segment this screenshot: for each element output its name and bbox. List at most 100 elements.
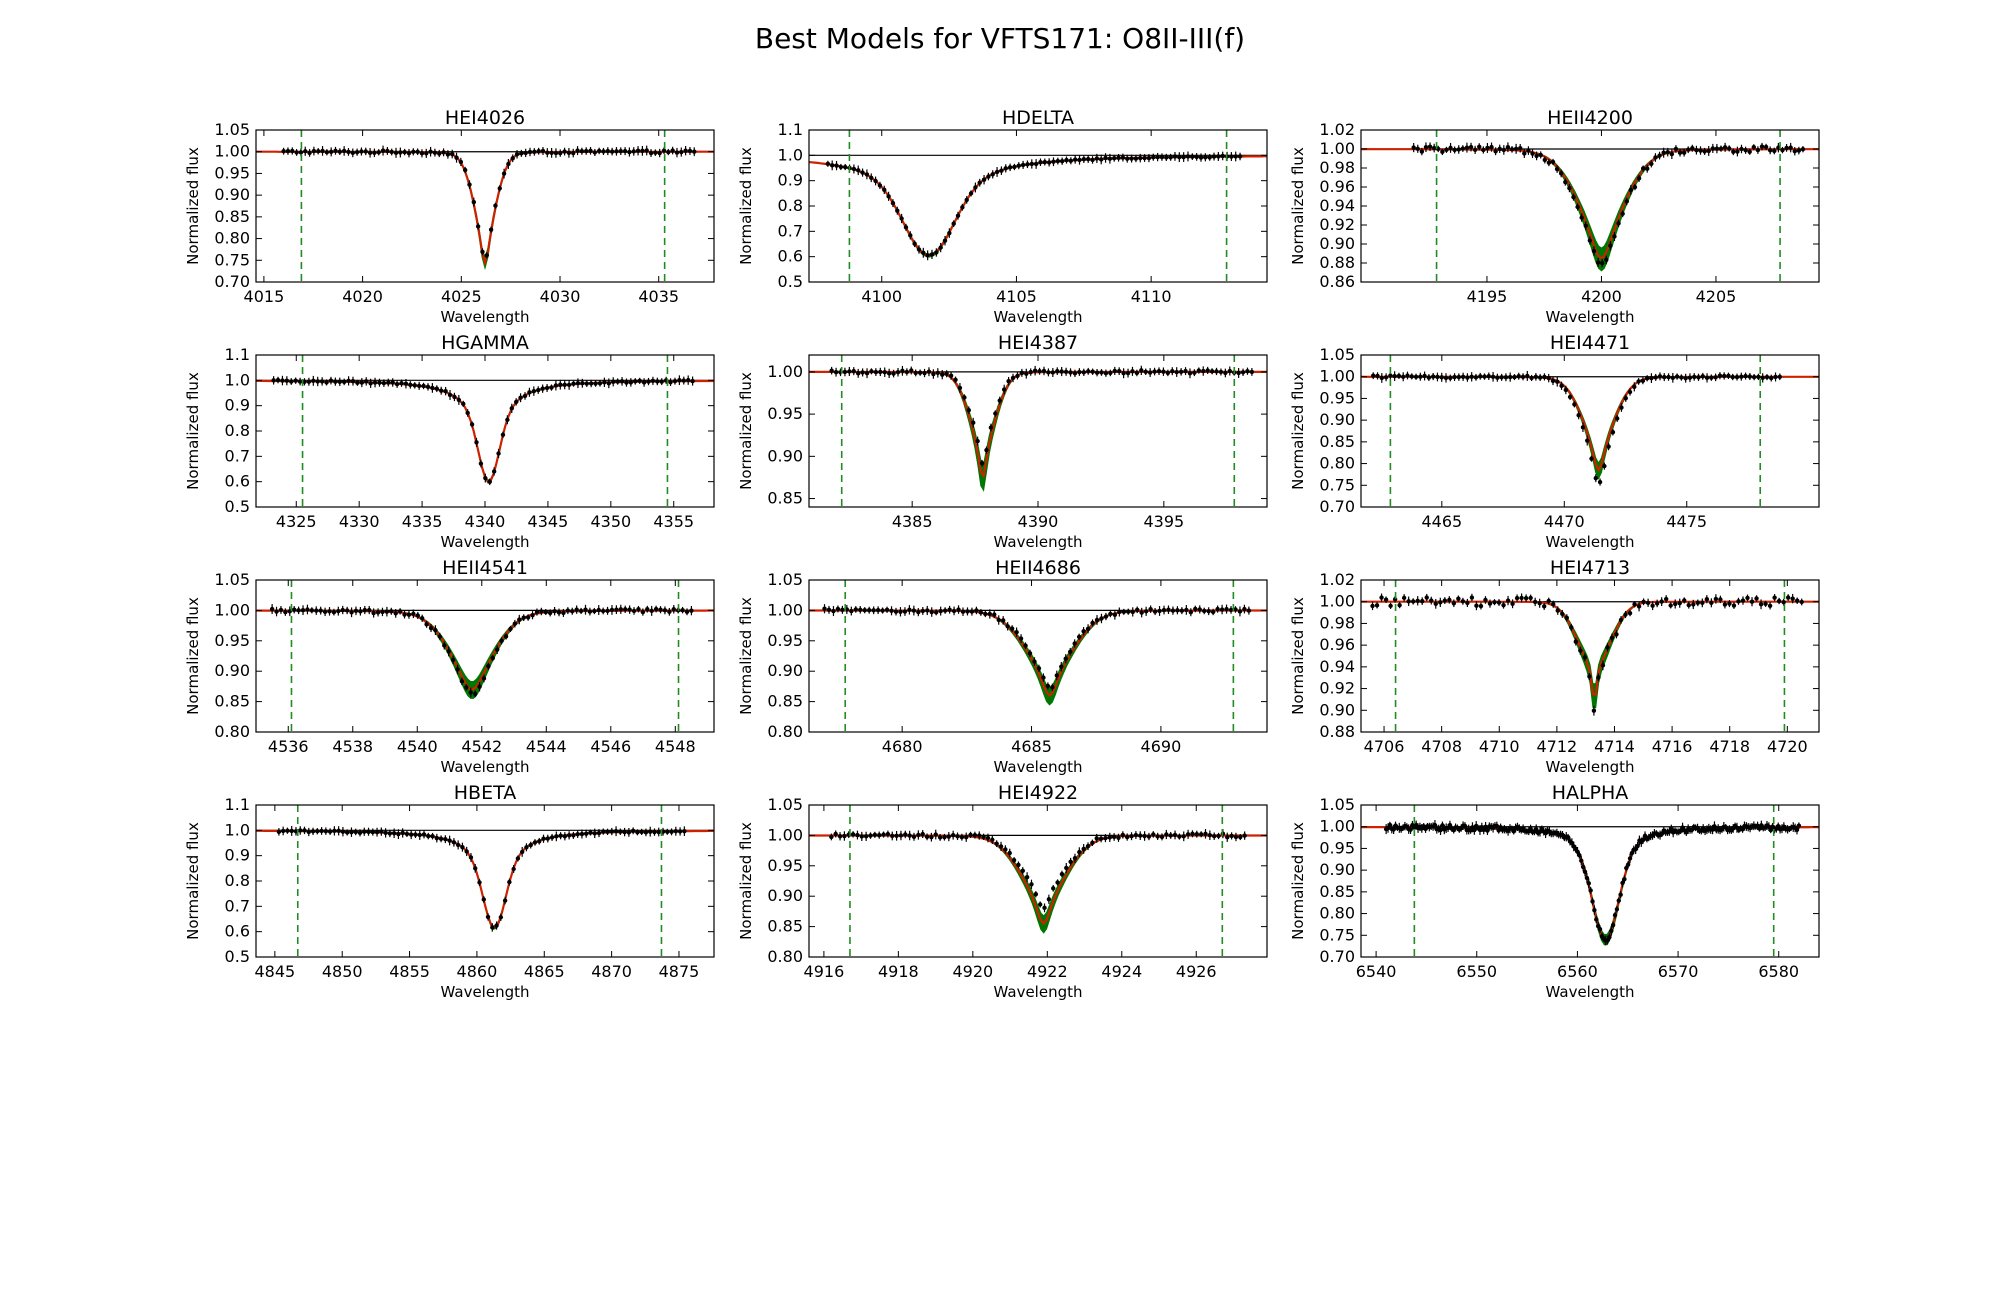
- data-point: [1623, 396, 1628, 401]
- x-tick-label: 4714: [1594, 737, 1635, 756]
- plot-area: [809, 355, 1267, 507]
- data-point: [1130, 369, 1135, 374]
- data-point: [925, 253, 930, 258]
- data-point: [1383, 375, 1389, 380]
- data-point: [1197, 607, 1202, 612]
- data-point: [885, 831, 891, 837]
- data-point: [1112, 612, 1118, 617]
- data-point: [574, 607, 579, 612]
- data-point: [1523, 596, 1529, 601]
- data-point: [359, 380, 365, 385]
- axes-frame: [808, 354, 1268, 508]
- data-point: [1784, 145, 1789, 151]
- data-point: [1085, 844, 1091, 849]
- data-point: [380, 148, 386, 153]
- data-point: [1482, 374, 1487, 379]
- data-point: [1764, 374, 1770, 380]
- data-point: [408, 382, 413, 388]
- data-point: [275, 377, 281, 383]
- data-point: [353, 608, 359, 614]
- data-point: [992, 612, 997, 617]
- x-tick-label: 4330: [339, 512, 380, 531]
- data-point: [1019, 370, 1025, 376]
- data-point: [1094, 370, 1100, 375]
- data-point: [1098, 836, 1104, 841]
- data-point: [481, 897, 486, 902]
- data-point: [1220, 153, 1225, 159]
- y-tick-label: 1.05: [214, 120, 250, 139]
- x-axis-label: Wavelength: [441, 533, 530, 551]
- data-point: [1249, 369, 1255, 375]
- data-point: [1246, 608, 1252, 613]
- data-point: [913, 370, 918, 376]
- x-tick-label: 4355: [653, 512, 694, 531]
- data-point: [426, 833, 431, 839]
- data-point: [931, 371, 936, 377]
- subplot-title: HEII4686: [995, 557, 1081, 579]
- data-point: [1012, 164, 1017, 170]
- data-point: [1085, 626, 1091, 631]
- data-point: [283, 609, 288, 615]
- data-point: [340, 829, 346, 834]
- data-point: [1662, 374, 1667, 380]
- data-point: [860, 370, 865, 375]
- data-point: [1448, 145, 1453, 151]
- data-point: [386, 380, 391, 385]
- data-point: [842, 833, 847, 839]
- data-point: [1198, 832, 1204, 837]
- data-point: [1460, 374, 1466, 379]
- data-point: [1640, 378, 1646, 384]
- data-point: [1756, 374, 1761, 380]
- data-point: [1427, 144, 1433, 149]
- data-point: [539, 609, 544, 614]
- data-point: [1781, 600, 1786, 605]
- data-point: [1103, 835, 1108, 841]
- data-point: [1155, 834, 1160, 839]
- data-point: [521, 615, 526, 620]
- data-point: [1534, 153, 1539, 159]
- data-point: [284, 378, 290, 383]
- data-point: [350, 150, 355, 156]
- data-point: [507, 879, 512, 885]
- data-point: [855, 832, 860, 838]
- data-point: [442, 643, 447, 648]
- data-point: [362, 829, 367, 834]
- data-point: [1473, 375, 1479, 380]
- data-point: [964, 197, 969, 203]
- data-point: [1745, 595, 1750, 601]
- plot-area: [256, 355, 714, 507]
- data-point: [657, 150, 662, 156]
- data-point: [986, 174, 991, 179]
- data-point: [877, 183, 883, 188]
- y-tick-label: 0.95: [1319, 838, 1355, 857]
- data-point: [1600, 663, 1606, 668]
- data-point: [1497, 146, 1502, 152]
- y-tick-label: 1.00: [1319, 367, 1355, 386]
- data-point: [973, 185, 978, 190]
- data-point: [1401, 374, 1406, 379]
- data-point: [1159, 154, 1165, 160]
- x-tick-label: 4716: [1652, 737, 1693, 756]
- data-point: [588, 830, 593, 835]
- data-point: [455, 667, 460, 672]
- data-point: [1072, 371, 1078, 376]
- y-tick-label: 1.00: [767, 362, 803, 381]
- data-point: [671, 607, 676, 612]
- data-point: [1063, 656, 1068, 661]
- data-point: [1447, 597, 1452, 603]
- data-point: [1161, 369, 1166, 374]
- data-point: [571, 833, 576, 838]
- data-point: [1038, 160, 1043, 165]
- data-point: [1644, 376, 1650, 381]
- data-point: [1370, 603, 1375, 609]
- data-point: [1134, 370, 1140, 376]
- subplot-heii4200: 4195 4200 4205 0.860.880.900.920.940.960.98…: [1289, 107, 1820, 326]
- data-point: [1099, 616, 1104, 621]
- data-point: [649, 608, 654, 614]
- data-point: [862, 608, 867, 613]
- data-point: [935, 370, 941, 376]
- data-point: [517, 617, 522, 622]
- data-point: [1619, 405, 1624, 410]
- data-point: [648, 829, 653, 834]
- data-point: [1081, 846, 1086, 852]
